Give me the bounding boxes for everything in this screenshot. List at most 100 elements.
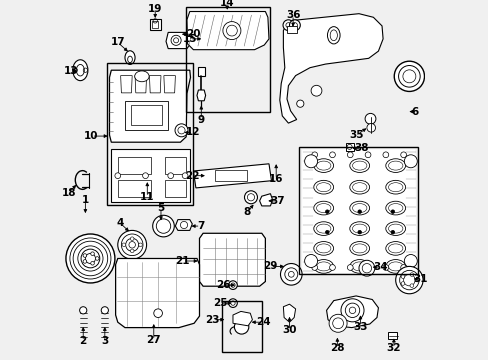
Circle shape — [382, 265, 388, 270]
Text: 3: 3 — [101, 336, 108, 346]
Circle shape — [357, 210, 361, 213]
Text: 7: 7 — [197, 221, 204, 231]
Ellipse shape — [313, 242, 333, 255]
Text: 38: 38 — [353, 143, 368, 153]
Circle shape — [152, 215, 174, 237]
Circle shape — [382, 152, 388, 158]
Circle shape — [115, 173, 121, 179]
Text: 5: 5 — [157, 203, 164, 213]
Polygon shape — [232, 311, 252, 326]
Circle shape — [182, 173, 187, 179]
Circle shape — [400, 265, 406, 270]
Polygon shape — [193, 164, 271, 188]
Circle shape — [83, 254, 86, 257]
Polygon shape — [166, 32, 192, 49]
Ellipse shape — [327, 27, 339, 44]
Circle shape — [83, 260, 86, 263]
Circle shape — [288, 271, 294, 277]
Circle shape — [311, 265, 317, 270]
Circle shape — [130, 249, 134, 253]
Circle shape — [328, 314, 346, 332]
Circle shape — [357, 230, 361, 234]
Text: 25: 25 — [212, 298, 227, 308]
Ellipse shape — [313, 201, 333, 215]
Text: 16: 16 — [268, 174, 283, 184]
Circle shape — [304, 155, 317, 168]
Text: 22: 22 — [184, 171, 199, 181]
Circle shape — [173, 38, 178, 43]
Circle shape — [280, 264, 302, 285]
Circle shape — [304, 255, 317, 267]
Circle shape — [365, 265, 370, 270]
Text: 34: 34 — [372, 262, 387, 272]
Polygon shape — [186, 12, 268, 50]
Text: 8: 8 — [243, 207, 250, 217]
Circle shape — [409, 273, 413, 276]
Circle shape — [390, 210, 394, 213]
Circle shape — [415, 278, 418, 282]
Circle shape — [366, 123, 375, 132]
Circle shape — [346, 152, 352, 158]
Text: 9: 9 — [197, 114, 204, 125]
Ellipse shape — [313, 180, 333, 194]
Polygon shape — [175, 220, 192, 230]
Bar — [149, 19, 160, 30]
Text: 17: 17 — [110, 37, 125, 48]
Text: 29: 29 — [263, 261, 277, 271]
Circle shape — [223, 22, 241, 40]
Text: 23: 23 — [205, 315, 220, 325]
Text: 11: 11 — [140, 192, 154, 202]
Text: 12: 12 — [186, 127, 200, 138]
Ellipse shape — [385, 242, 405, 255]
Bar — [164, 180, 186, 197]
Circle shape — [175, 124, 187, 137]
Circle shape — [311, 152, 317, 158]
Text: 14: 14 — [220, 0, 234, 8]
Circle shape — [91, 252, 94, 256]
Circle shape — [118, 230, 146, 259]
Circle shape — [390, 230, 394, 234]
Text: 18: 18 — [61, 188, 76, 198]
Ellipse shape — [385, 201, 405, 215]
Ellipse shape — [385, 159, 405, 172]
Ellipse shape — [349, 201, 369, 215]
Ellipse shape — [313, 260, 333, 273]
Circle shape — [153, 309, 162, 318]
Circle shape — [404, 155, 416, 168]
Ellipse shape — [385, 180, 405, 194]
Bar — [186, 7, 269, 112]
Circle shape — [400, 282, 404, 285]
Ellipse shape — [349, 222, 369, 235]
Circle shape — [358, 260, 374, 276]
Text: 28: 28 — [329, 343, 344, 354]
Circle shape — [283, 20, 293, 31]
Bar — [152, 21, 158, 28]
Circle shape — [167, 173, 173, 179]
Polygon shape — [115, 258, 199, 328]
Circle shape — [178, 127, 185, 134]
Text: 1: 1 — [81, 195, 89, 205]
Circle shape — [142, 173, 148, 179]
Text: 27: 27 — [146, 335, 161, 345]
Polygon shape — [197, 90, 205, 101]
Circle shape — [101, 307, 108, 314]
Ellipse shape — [73, 60, 88, 81]
Circle shape — [228, 281, 237, 289]
Text: 33: 33 — [352, 322, 367, 332]
Circle shape — [365, 152, 370, 158]
Ellipse shape — [349, 242, 369, 255]
Polygon shape — [163, 76, 175, 93]
Circle shape — [395, 266, 422, 294]
Ellipse shape — [134, 71, 149, 82]
Bar — [131, 105, 162, 125]
Circle shape — [95, 257, 99, 260]
Bar — [125, 101, 168, 130]
Polygon shape — [279, 14, 382, 123]
Polygon shape — [283, 304, 295, 322]
Circle shape — [348, 307, 355, 314]
Bar — [286, 26, 296, 33]
Polygon shape — [135, 76, 146, 93]
Text: 31: 31 — [412, 274, 427, 284]
Circle shape — [400, 275, 404, 278]
Text: 37: 37 — [270, 196, 285, 206]
